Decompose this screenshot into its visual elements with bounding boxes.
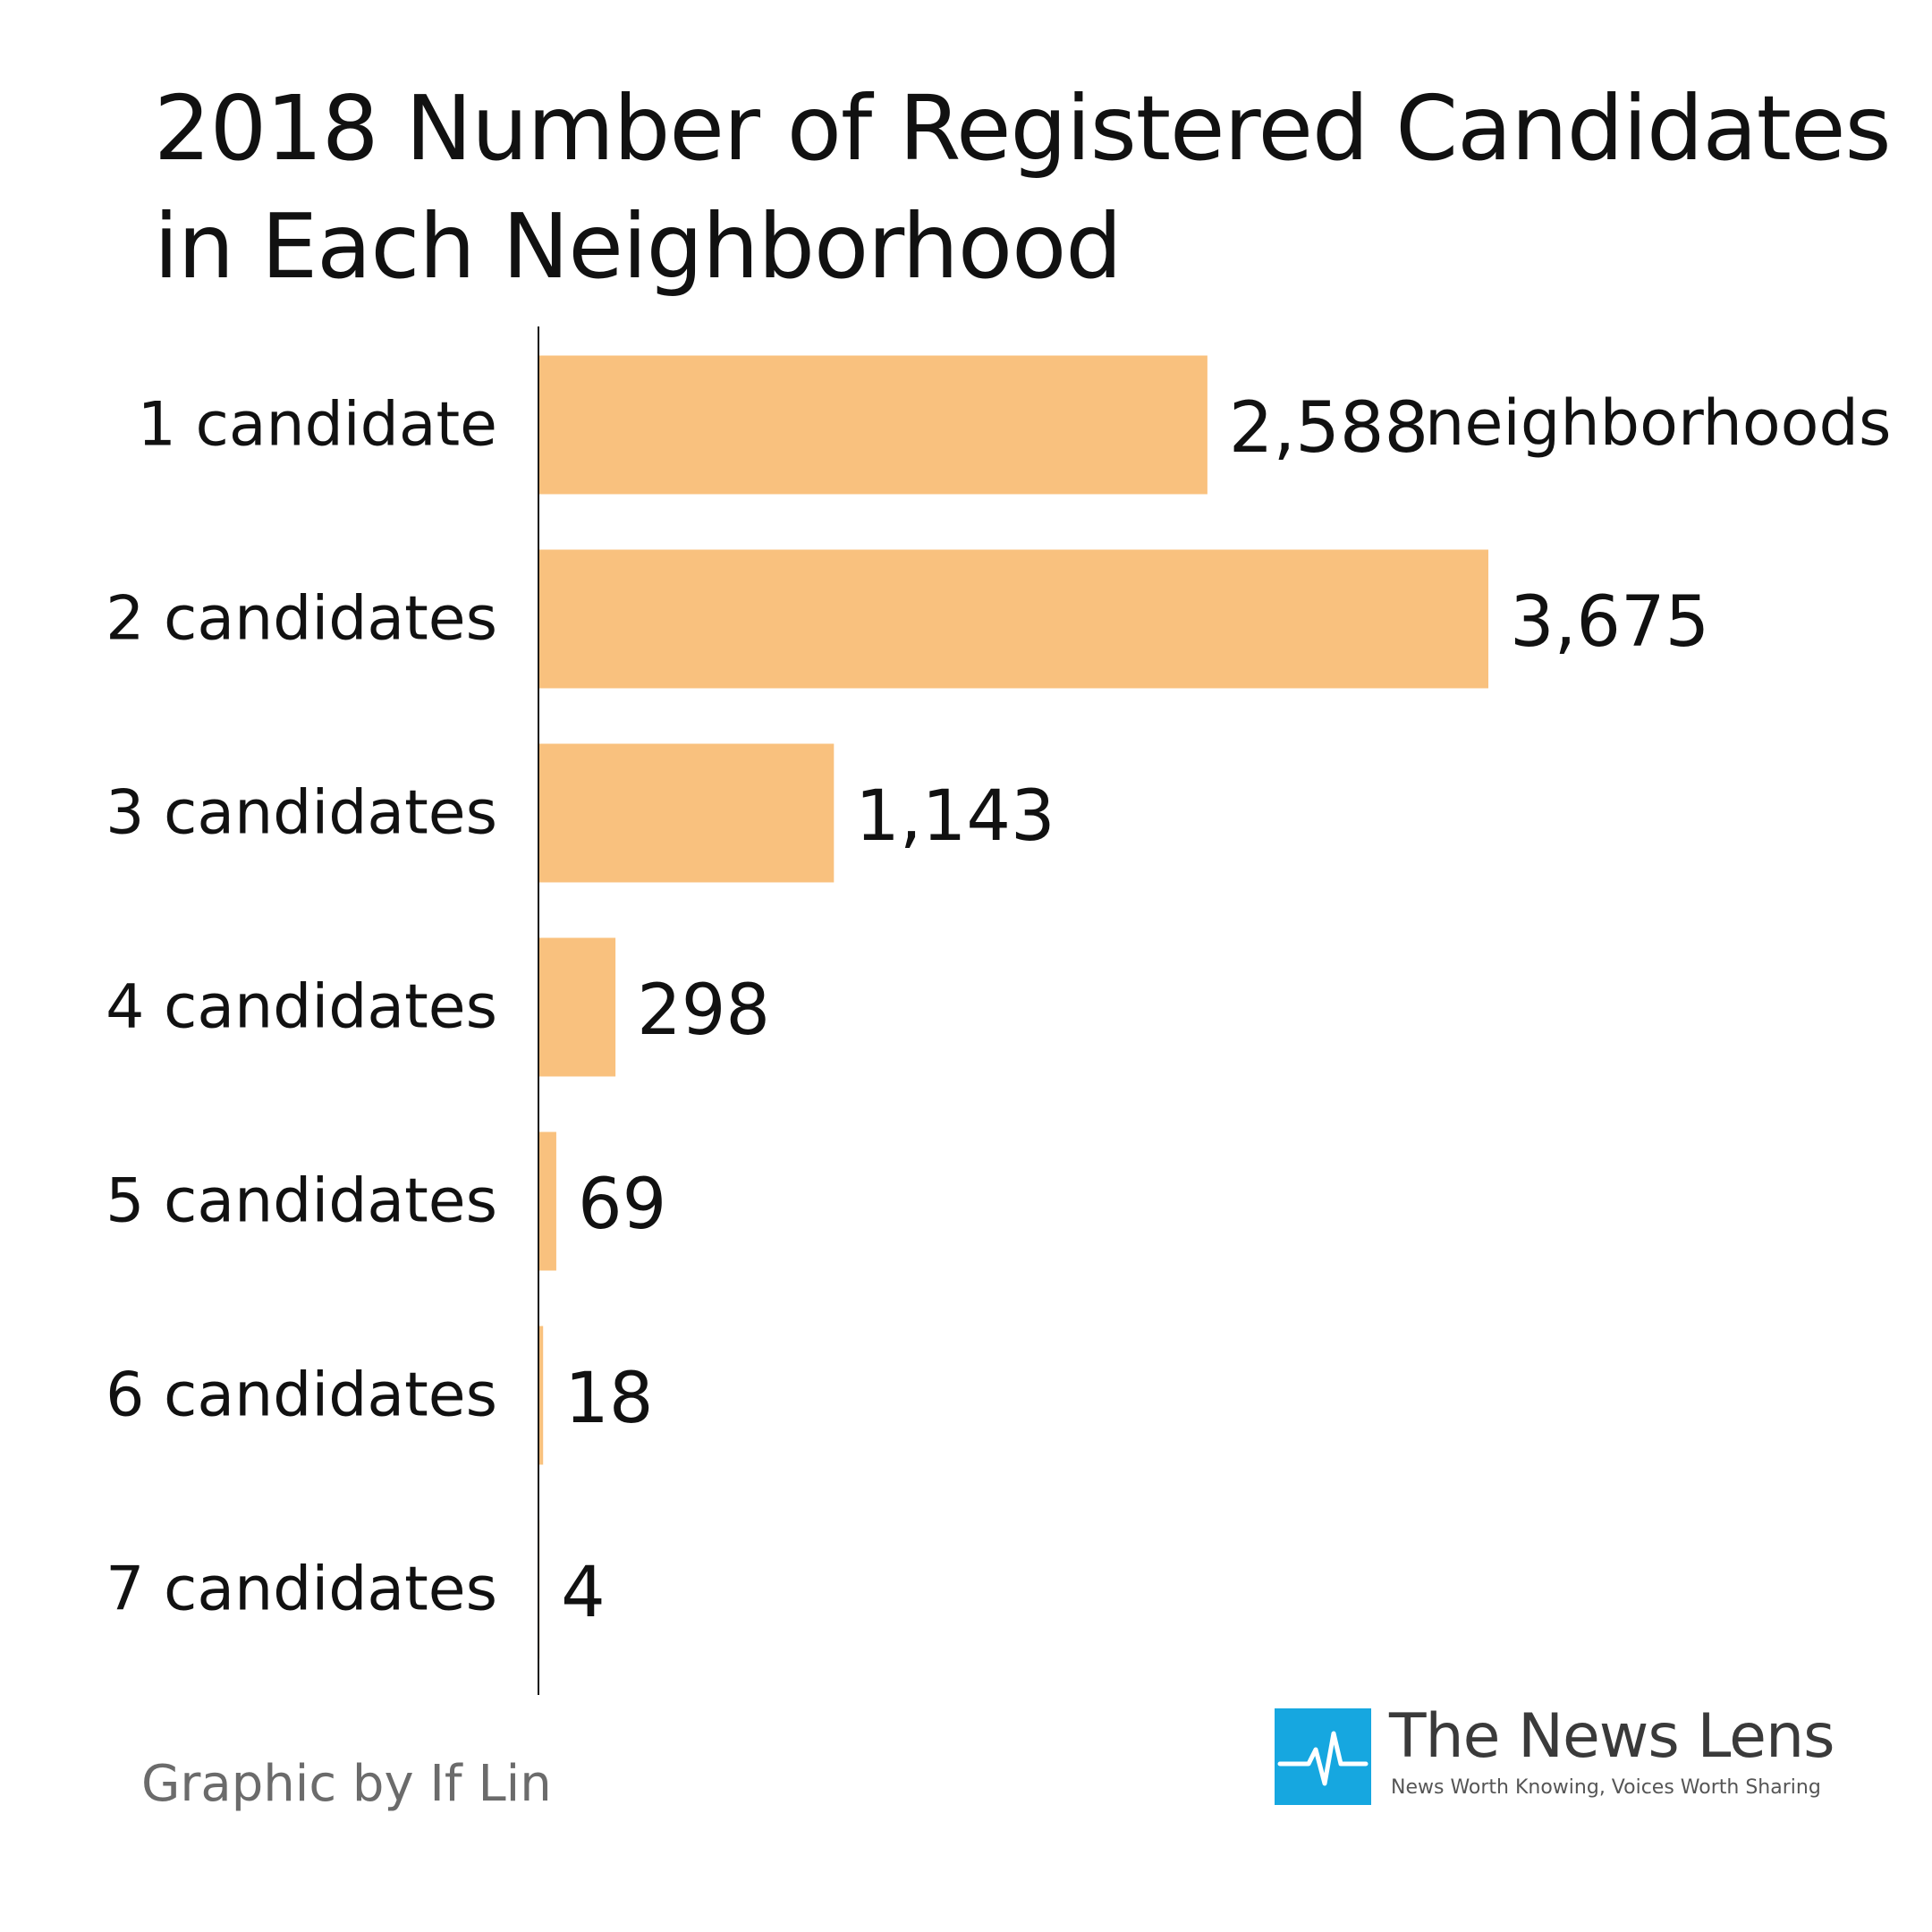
bar-2 (538, 549, 1488, 689)
value-label: 298 (637, 970, 770, 1051)
chart-title-line-1: 2018 Number of Registered Candidates (154, 76, 1892, 181)
bar-5 (538, 1131, 556, 1271)
bar-6 (538, 1326, 544, 1465)
category-label: 4 candidates (106, 972, 497, 1043)
value-label: 69 (578, 1165, 666, 1245)
category-label: 3 candidates (106, 778, 497, 849)
brand-tagline: News Worth Knowing, Voices Worth Sharing (1391, 1776, 1821, 1799)
brand-name: The News Lens (1389, 1701, 1835, 1772)
value-label: 4 (561, 1553, 606, 1633)
chart-title: 2018 Number of Registered Candidates in … (154, 70, 1892, 306)
unit-label: neighborhoods (1425, 386, 1891, 460)
brand-logo: The News Lens News Worth Knowing, Voices… (1275, 1701, 1901, 1807)
value-label: 2,588 (1229, 388, 1428, 469)
bar-4 (538, 937, 616, 1077)
category-label: 2 candidates (106, 584, 497, 655)
category-label: 7 candidates (106, 1555, 497, 1625)
bar-3 (538, 743, 835, 883)
value-label: 3,675 (1510, 582, 1709, 663)
bar-1 (538, 355, 1208, 495)
category-label: 1 candidate (138, 390, 497, 461)
value-label: 18 (564, 1359, 653, 1439)
category-label: 5 candidates (106, 1166, 497, 1237)
graphic-credit: Graphic by If Lin (141, 1755, 552, 1813)
chart-title-line-2: in Each Neighborhood (154, 194, 1123, 299)
category-label: 6 candidates (106, 1360, 497, 1431)
pulse-line-icon (1275, 1708, 1371, 1805)
value-label: 1,143 (855, 776, 1055, 857)
